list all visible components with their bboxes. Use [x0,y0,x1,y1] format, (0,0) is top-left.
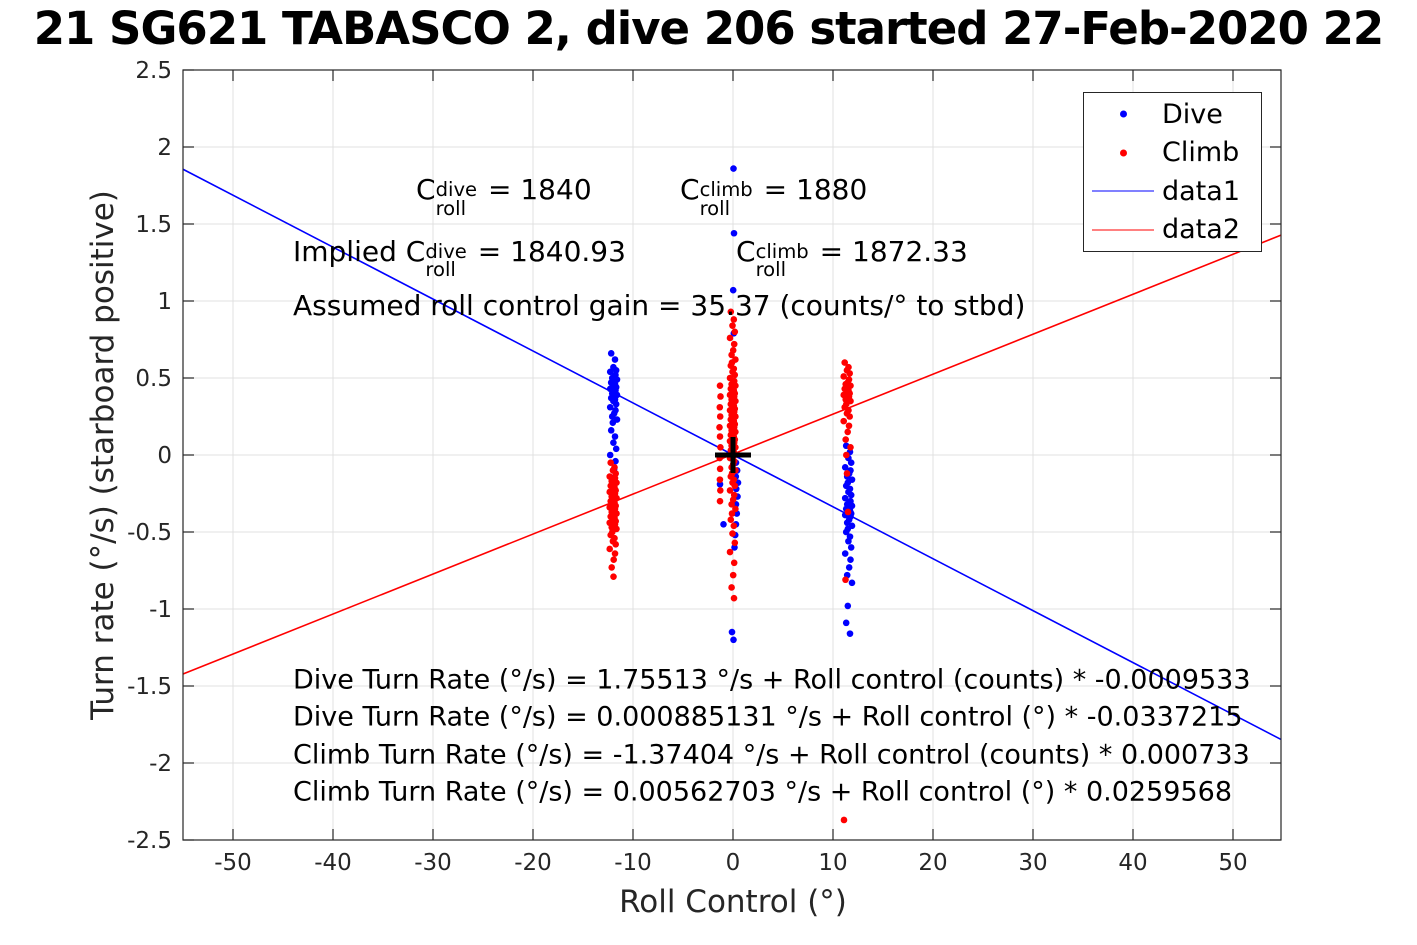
x-tick-label: 10 [818,850,847,876]
annotation-climb-fit-counts: Climb Turn Rate (°/s) = -1.37404 °/s + R… [293,739,1250,771]
origin-cross-marker [715,437,751,473]
y-tick-label: -0.5 [127,520,172,546]
x-tick-label: 20 [918,850,947,876]
legend-label: Climb [1162,137,1240,169]
legend-label: data2 [1162,214,1240,246]
legend-label: data1 [1162,175,1240,207]
x-tick-label: 30 [1018,850,1047,876]
scatter-dive [606,165,856,644]
chart-title: 21 SG621 TABASCO 2, dive 206 started 27-… [33,2,1385,55]
legend-entry-data1: data1 [1084,172,1261,210]
x-tick-label: 40 [1118,850,1147,876]
legend-label: Dive [1162,98,1223,130]
x-tick-label: -20 [514,850,552,876]
annotation-dive-fit-counts: Dive Turn Rate (°/s) = 1.75513 °/s + Rol… [293,664,1251,696]
legend-dot-icon [1084,95,1162,133]
x-tick-label: -10 [614,850,652,876]
y-tick-label: 2 [157,135,172,161]
annotation-roll-control-gain: Assumed roll control gain = 35.37 (count… [293,288,1026,322]
x-tick-label: 50 [1218,850,1247,876]
y-tick-label: -1 [149,597,172,623]
y-tick-label: -1.5 [127,674,172,700]
y-tick-label: 0 [157,443,172,469]
y-tick-labels: 2.5 2 1.5 1 0.5 0 -0.5 -1 -1.5 -2 -2.5 [127,58,172,854]
annotation-climb-fit-degrees: Climb Turn Rate (°/s) = 0.00562703 °/s +… [293,776,1233,808]
x-tick-label: -50 [214,850,252,876]
scatter-climb [606,308,854,824]
y-tick-label: 1 [157,289,172,315]
legend-entry-dive: Dive [1084,95,1261,133]
x-axis-label: Roll Control (°) [619,884,847,920]
legend-line-icon [1084,172,1162,210]
axis-box [182,69,1282,841]
y-tick-label: 2.5 [135,58,172,84]
legend-dot-icon [1084,134,1162,172]
y-tick-label: 0.5 [135,366,172,392]
x-tick-labels: -50 -40 -30 -20 -10 0 10 20 30 40 50 [214,850,1247,876]
x-tick-label: -40 [314,850,352,876]
legend-line-icon [1084,211,1162,249]
y-tick-label: -2.5 [127,828,172,854]
legend-entry-data2: data2 [1084,211,1261,249]
y-tick-label: -2 [149,751,172,777]
y-tick-label: 1.5 [135,212,172,238]
x-tick-label: -30 [414,850,452,876]
legend: Dive Climb data1 data2 [1083,92,1262,252]
annotation-dive-fit-degrees: Dive Turn Rate (°/s) = 0.000885131 °/s +… [293,701,1243,733]
x-tick-label: 0 [726,850,741,876]
legend-entry-climb: Climb [1084,134,1261,172]
y-axis-label: Turn rate (°/s) (starboard positive) [85,190,121,720]
